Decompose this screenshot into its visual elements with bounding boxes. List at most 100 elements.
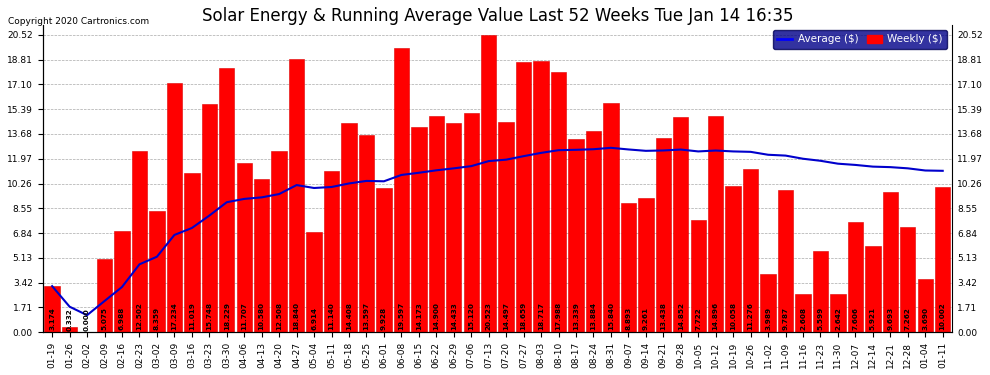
Bar xyxy=(289,59,304,332)
Text: 14.173: 14.173 xyxy=(416,302,422,330)
Text: 13.438: 13.438 xyxy=(660,302,666,330)
Legend: Average ($), Weekly ($): Average ($), Weekly ($) xyxy=(772,30,947,49)
Text: 17.234: 17.234 xyxy=(171,302,177,330)
Text: 14.433: 14.433 xyxy=(450,302,456,330)
Text: 7.722: 7.722 xyxy=(695,307,701,330)
Bar xyxy=(760,274,776,332)
Bar xyxy=(394,48,409,332)
Text: 11.276: 11.276 xyxy=(747,302,753,330)
Text: 11.707: 11.707 xyxy=(242,302,248,330)
Text: 14.852: 14.852 xyxy=(678,302,684,330)
Bar xyxy=(429,116,444,332)
Bar xyxy=(97,259,112,332)
Text: 12.508: 12.508 xyxy=(276,302,282,330)
Bar xyxy=(237,163,251,332)
Bar xyxy=(847,222,863,332)
Bar xyxy=(499,122,514,332)
Text: 18.840: 18.840 xyxy=(294,302,300,330)
Bar xyxy=(324,171,340,332)
Bar xyxy=(568,139,584,332)
Title: Solar Energy & Running Average Value Last 52 Weeks Tue Jan 14 16:35: Solar Energy & Running Average Value Las… xyxy=(202,7,793,25)
Text: 0.000: 0.000 xyxy=(84,309,90,332)
Text: 5.599: 5.599 xyxy=(818,307,824,330)
Bar xyxy=(534,61,548,332)
Bar xyxy=(184,172,200,332)
Text: 5.921: 5.921 xyxy=(870,307,876,330)
Text: 3.690: 3.690 xyxy=(923,307,929,330)
Text: 0.332: 0.332 xyxy=(66,309,72,332)
Text: 3.174: 3.174 xyxy=(50,307,55,330)
Text: 15.748: 15.748 xyxy=(206,302,212,330)
Bar xyxy=(918,279,933,332)
Bar xyxy=(342,123,356,332)
Bar xyxy=(831,294,845,332)
Text: 11.140: 11.140 xyxy=(329,302,335,330)
Bar xyxy=(865,246,880,332)
Text: 11.019: 11.019 xyxy=(189,302,195,330)
Bar xyxy=(358,135,374,332)
Text: 15.120: 15.120 xyxy=(468,302,474,330)
Bar xyxy=(481,35,496,332)
Bar xyxy=(254,179,269,332)
Bar xyxy=(132,151,148,332)
Text: 18.659: 18.659 xyxy=(521,302,527,330)
Bar xyxy=(45,286,59,332)
Bar xyxy=(550,72,566,332)
Bar xyxy=(900,227,916,332)
Text: 19.597: 19.597 xyxy=(398,302,404,330)
Text: Copyright 2020 Cartronics.com: Copyright 2020 Cartronics.com xyxy=(8,17,149,26)
Bar xyxy=(691,220,706,332)
Text: 5.075: 5.075 xyxy=(102,307,108,330)
Text: 6.914: 6.914 xyxy=(311,307,317,330)
Text: 14.896: 14.896 xyxy=(713,302,719,330)
Bar xyxy=(114,231,130,332)
Text: 17.988: 17.988 xyxy=(555,302,561,330)
Bar xyxy=(673,117,688,332)
Bar xyxy=(726,186,741,332)
Bar xyxy=(935,187,950,332)
Bar xyxy=(742,169,758,332)
Bar xyxy=(463,113,479,332)
Bar xyxy=(708,116,724,332)
Text: 9.261: 9.261 xyxy=(643,307,648,330)
Bar xyxy=(219,68,235,332)
Text: 10.002: 10.002 xyxy=(940,302,945,330)
Bar xyxy=(621,203,637,332)
Text: 6.988: 6.988 xyxy=(119,307,125,330)
Bar xyxy=(639,198,653,332)
Text: 7.262: 7.262 xyxy=(905,307,911,330)
Bar xyxy=(446,123,461,332)
Text: 18.717: 18.717 xyxy=(539,302,545,330)
Text: 20.523: 20.523 xyxy=(486,302,492,330)
Bar xyxy=(166,82,182,332)
Bar xyxy=(271,151,287,332)
Text: 7.606: 7.606 xyxy=(852,307,858,330)
Bar xyxy=(516,62,532,332)
Text: 14.408: 14.408 xyxy=(346,302,352,330)
Text: 14.900: 14.900 xyxy=(434,302,440,330)
Text: 9.928: 9.928 xyxy=(381,307,387,330)
Text: 8.359: 8.359 xyxy=(153,307,160,330)
Bar xyxy=(376,188,392,332)
Text: 13.597: 13.597 xyxy=(363,302,369,330)
Bar xyxy=(795,294,811,332)
Bar xyxy=(202,104,217,332)
Text: 12.502: 12.502 xyxy=(137,302,143,330)
Text: 13.884: 13.884 xyxy=(590,302,596,330)
Bar xyxy=(411,127,427,332)
Bar xyxy=(62,327,77,332)
Text: 2.642: 2.642 xyxy=(835,307,841,330)
Bar xyxy=(149,211,164,332)
Bar xyxy=(813,251,829,332)
Text: 8.893: 8.893 xyxy=(626,307,632,330)
Text: 2.608: 2.608 xyxy=(800,307,806,330)
Bar xyxy=(306,232,322,332)
Text: 9.693: 9.693 xyxy=(887,307,893,330)
Bar xyxy=(603,103,619,332)
Text: 9.787: 9.787 xyxy=(782,307,789,330)
Text: 15.840: 15.840 xyxy=(608,302,614,330)
Text: 3.989: 3.989 xyxy=(765,307,771,330)
Text: 10.580: 10.580 xyxy=(258,302,264,330)
Text: 18.229: 18.229 xyxy=(224,302,230,330)
Text: 10.058: 10.058 xyxy=(731,302,737,330)
